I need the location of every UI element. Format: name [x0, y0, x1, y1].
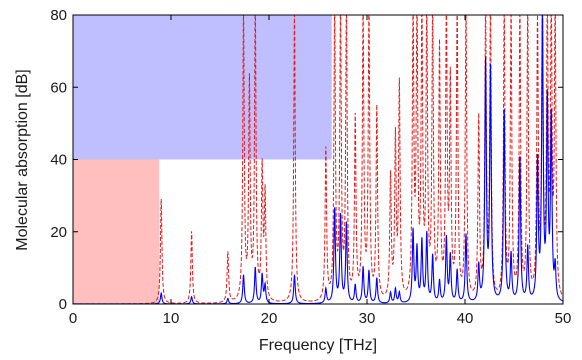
- x-tick-label: 30: [359, 310, 376, 327]
- x-tick-label: 40: [457, 310, 474, 327]
- shaded-regions: [73, 15, 332, 304]
- series-line-dashed: [73, 14, 564, 305]
- x-tick-label: 50: [555, 310, 572, 327]
- x-tick-label: 20: [261, 310, 278, 327]
- shaded-region-1: [73, 159, 160, 304]
- y-tick-label: 60: [50, 79, 67, 96]
- x-tick-label: 10: [163, 310, 180, 327]
- shaded-region-2: [73, 15, 332, 160]
- y-tick-label: 0: [59, 296, 67, 313]
- y-tick-label: 20: [50, 224, 67, 241]
- axis-ticks: 0 10 20 30 40 50 0 20 40 60 80: [50, 7, 571, 327]
- y-tick-label: 40: [50, 152, 67, 169]
- x-tick-label: 0: [69, 310, 77, 327]
- y-axis-label: Molecular absorption [dB]: [14, 69, 31, 250]
- x-axis-label: Frequency [THz]: [259, 337, 377, 354]
- y-tick-label: 80: [50, 7, 67, 24]
